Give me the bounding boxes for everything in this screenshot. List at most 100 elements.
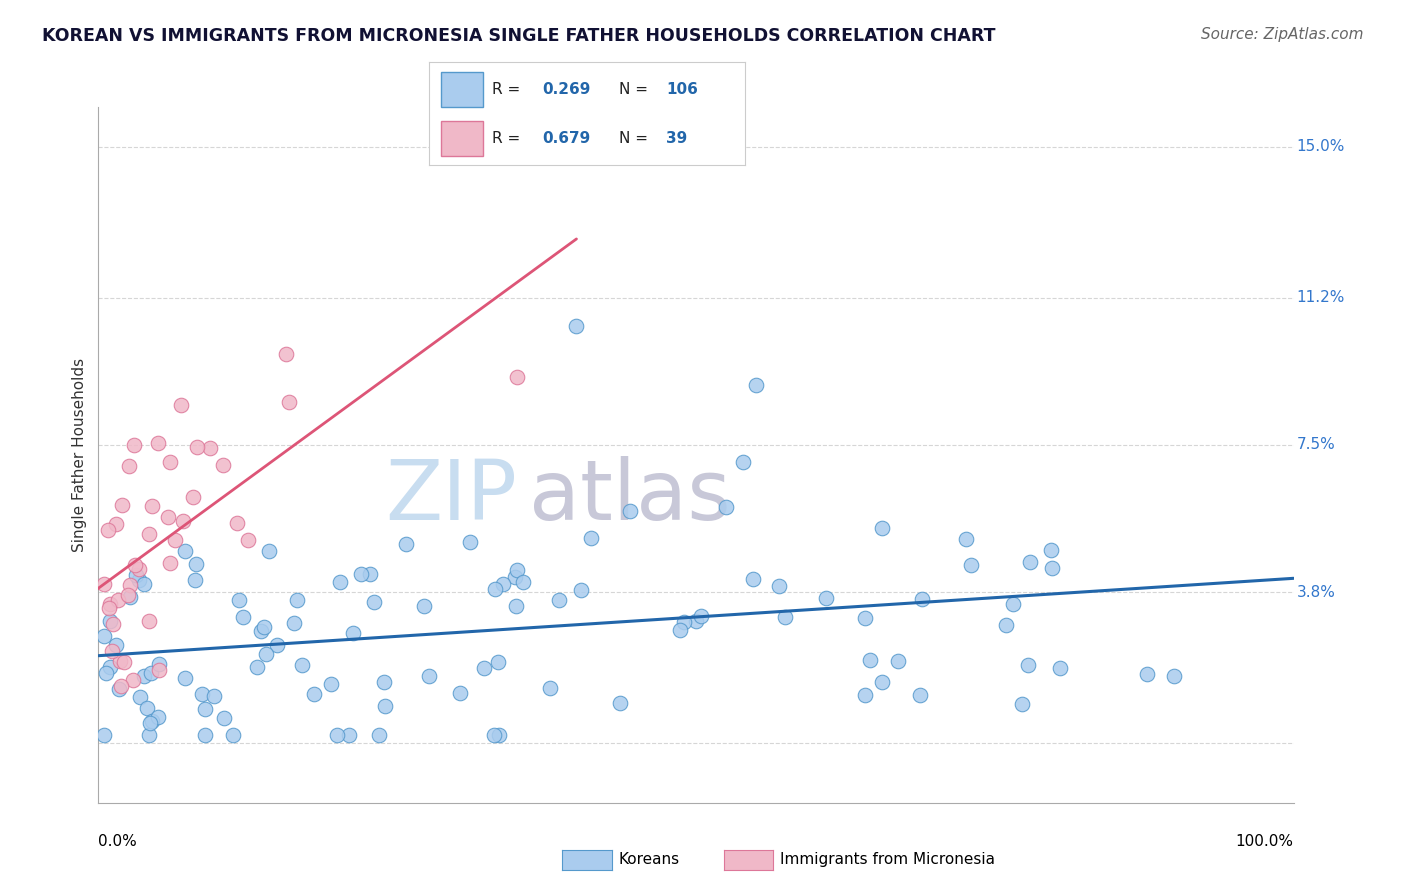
Point bbox=[773, 610, 796, 624]
Point bbox=[173, 543, 195, 558]
Point bbox=[488, 728, 510, 742]
Point bbox=[690, 609, 713, 624]
Point bbox=[1136, 666, 1159, 681]
Point bbox=[512, 574, 534, 589]
Point bbox=[186, 440, 208, 454]
Point bbox=[253, 620, 276, 634]
Point bbox=[908, 688, 931, 702]
Point bbox=[97, 601, 120, 615]
Point bbox=[768, 579, 790, 593]
Point bbox=[141, 665, 163, 680]
Point bbox=[395, 536, 418, 550]
Point bbox=[148, 657, 170, 671]
Text: 106: 106 bbox=[666, 81, 697, 96]
Point bbox=[226, 516, 249, 531]
Point bbox=[194, 701, 217, 715]
Point bbox=[212, 458, 235, 472]
Point bbox=[870, 521, 893, 535]
Text: N =: N = bbox=[619, 81, 652, 96]
Point bbox=[246, 660, 269, 674]
Point bbox=[120, 578, 142, 592]
Point bbox=[363, 594, 385, 608]
Point bbox=[1040, 560, 1063, 574]
Point bbox=[413, 599, 436, 613]
Point bbox=[579, 531, 602, 545]
Point bbox=[128, 562, 150, 576]
Point bbox=[172, 514, 194, 528]
Point bbox=[814, 591, 837, 605]
Point bbox=[93, 577, 115, 591]
Text: 15.0%: 15.0% bbox=[1296, 139, 1344, 154]
Point bbox=[285, 592, 308, 607]
Point bbox=[1017, 657, 1039, 672]
Y-axis label: Single Father Households: Single Father Households bbox=[72, 358, 87, 552]
Text: Source: ZipAtlas.com: Source: ZipAtlas.com bbox=[1201, 27, 1364, 42]
Point bbox=[165, 533, 187, 547]
Point bbox=[98, 660, 121, 674]
Point bbox=[1011, 697, 1033, 711]
Text: 7.5%: 7.5% bbox=[1296, 437, 1336, 452]
Text: Immigrants from Micronesia: Immigrants from Micronesia bbox=[780, 853, 995, 867]
Text: ZIP: ZIP bbox=[385, 456, 517, 537]
Point bbox=[136, 700, 159, 714]
Point bbox=[141, 500, 163, 514]
Point bbox=[337, 728, 360, 742]
Point bbox=[887, 654, 910, 668]
Point bbox=[120, 591, 142, 605]
Point bbox=[291, 657, 314, 672]
Point bbox=[184, 573, 207, 587]
Point bbox=[458, 535, 481, 549]
Point bbox=[96, 666, 118, 681]
Point bbox=[232, 609, 254, 624]
Text: N =: N = bbox=[619, 131, 652, 146]
Text: KOREAN VS IMMIGRANTS FROM MICRONESIA SINGLE FATHER HOUSEHOLDS CORRELATION CHART: KOREAN VS IMMIGRANTS FROM MICRONESIA SIN… bbox=[42, 27, 995, 45]
Text: atlas: atlas bbox=[529, 456, 730, 537]
Point bbox=[124, 558, 146, 572]
Point bbox=[98, 614, 121, 628]
Point bbox=[238, 533, 260, 548]
Text: 0.0%: 0.0% bbox=[98, 834, 138, 849]
Text: R =: R = bbox=[492, 131, 526, 146]
Point bbox=[373, 674, 395, 689]
Point bbox=[93, 629, 115, 643]
Point bbox=[685, 614, 707, 628]
Point bbox=[853, 611, 876, 625]
Point bbox=[134, 576, 156, 591]
Point bbox=[112, 655, 135, 669]
Point bbox=[266, 638, 288, 652]
Point bbox=[609, 696, 631, 710]
Point bbox=[1018, 555, 1040, 569]
Text: 11.2%: 11.2% bbox=[1296, 291, 1344, 305]
Point bbox=[741, 572, 763, 586]
Point bbox=[257, 543, 280, 558]
Point bbox=[342, 626, 364, 640]
Point bbox=[326, 728, 349, 742]
Text: Koreans: Koreans bbox=[619, 853, 679, 867]
Point bbox=[181, 490, 204, 504]
Point bbox=[672, 615, 695, 629]
Point bbox=[105, 639, 128, 653]
Point bbox=[146, 436, 169, 450]
Point bbox=[105, 517, 128, 532]
Point bbox=[283, 615, 305, 630]
Point bbox=[128, 574, 150, 588]
Point bbox=[184, 558, 207, 572]
Point bbox=[222, 728, 245, 742]
Point bbox=[506, 370, 529, 384]
Point bbox=[118, 458, 141, 473]
Point bbox=[538, 681, 561, 695]
Point bbox=[505, 599, 527, 614]
Point bbox=[138, 527, 160, 541]
Point bbox=[960, 558, 983, 573]
Point bbox=[503, 570, 526, 584]
Point bbox=[146, 710, 169, 724]
Text: 0.269: 0.269 bbox=[543, 81, 591, 96]
Point bbox=[870, 674, 893, 689]
Text: 0.679: 0.679 bbox=[543, 131, 591, 146]
Point bbox=[994, 618, 1017, 632]
Point bbox=[125, 568, 148, 582]
Point bbox=[117, 588, 139, 602]
Point bbox=[250, 624, 273, 638]
Point bbox=[492, 576, 515, 591]
Text: R =: R = bbox=[492, 81, 526, 96]
